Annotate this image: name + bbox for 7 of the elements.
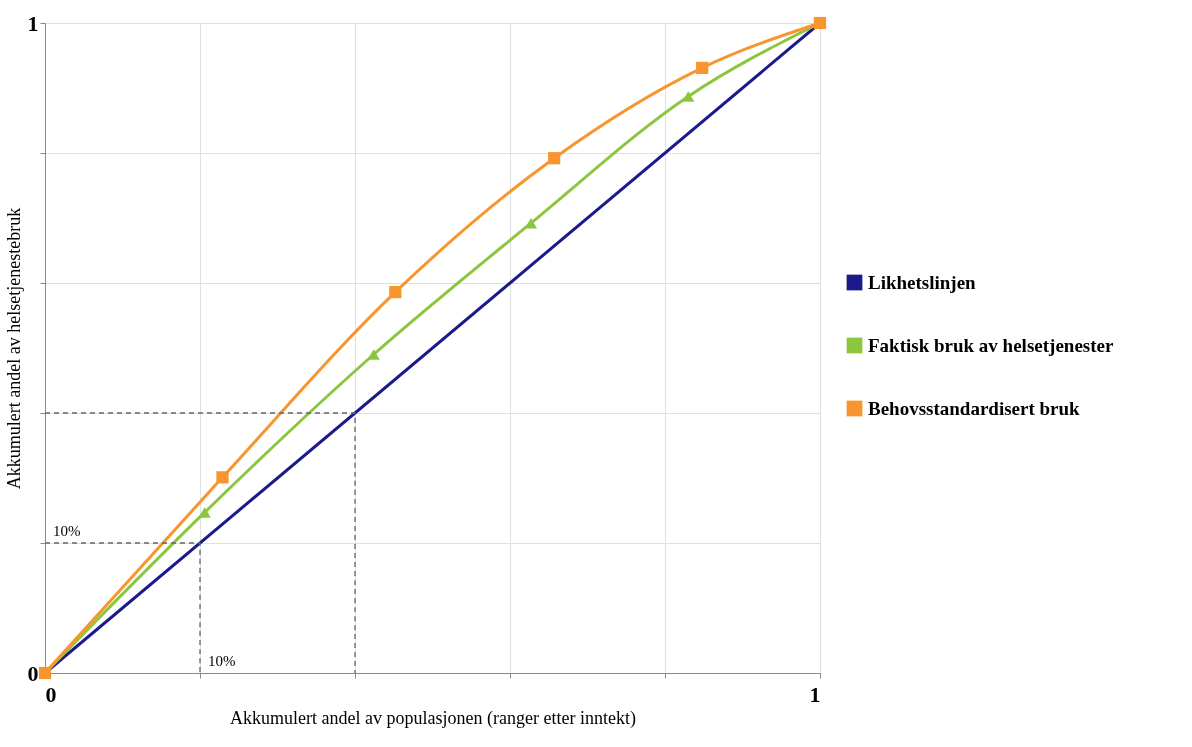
annotation: 10% [53,523,81,539]
y-axis-title: Akkumulert andel av helsetjenestebruk [3,207,24,490]
legend-label: Likhetslinjen [868,271,977,293]
legend-label: Faktisk bruk av helsetjenester [868,334,1114,356]
annotation: 10% [208,653,236,669]
legend-label: Behovsstandardisert bruk [868,397,1081,419]
x-axis-title: Akkumulert andel av populasjonen (ranger etter inntekt) [230,707,636,729]
